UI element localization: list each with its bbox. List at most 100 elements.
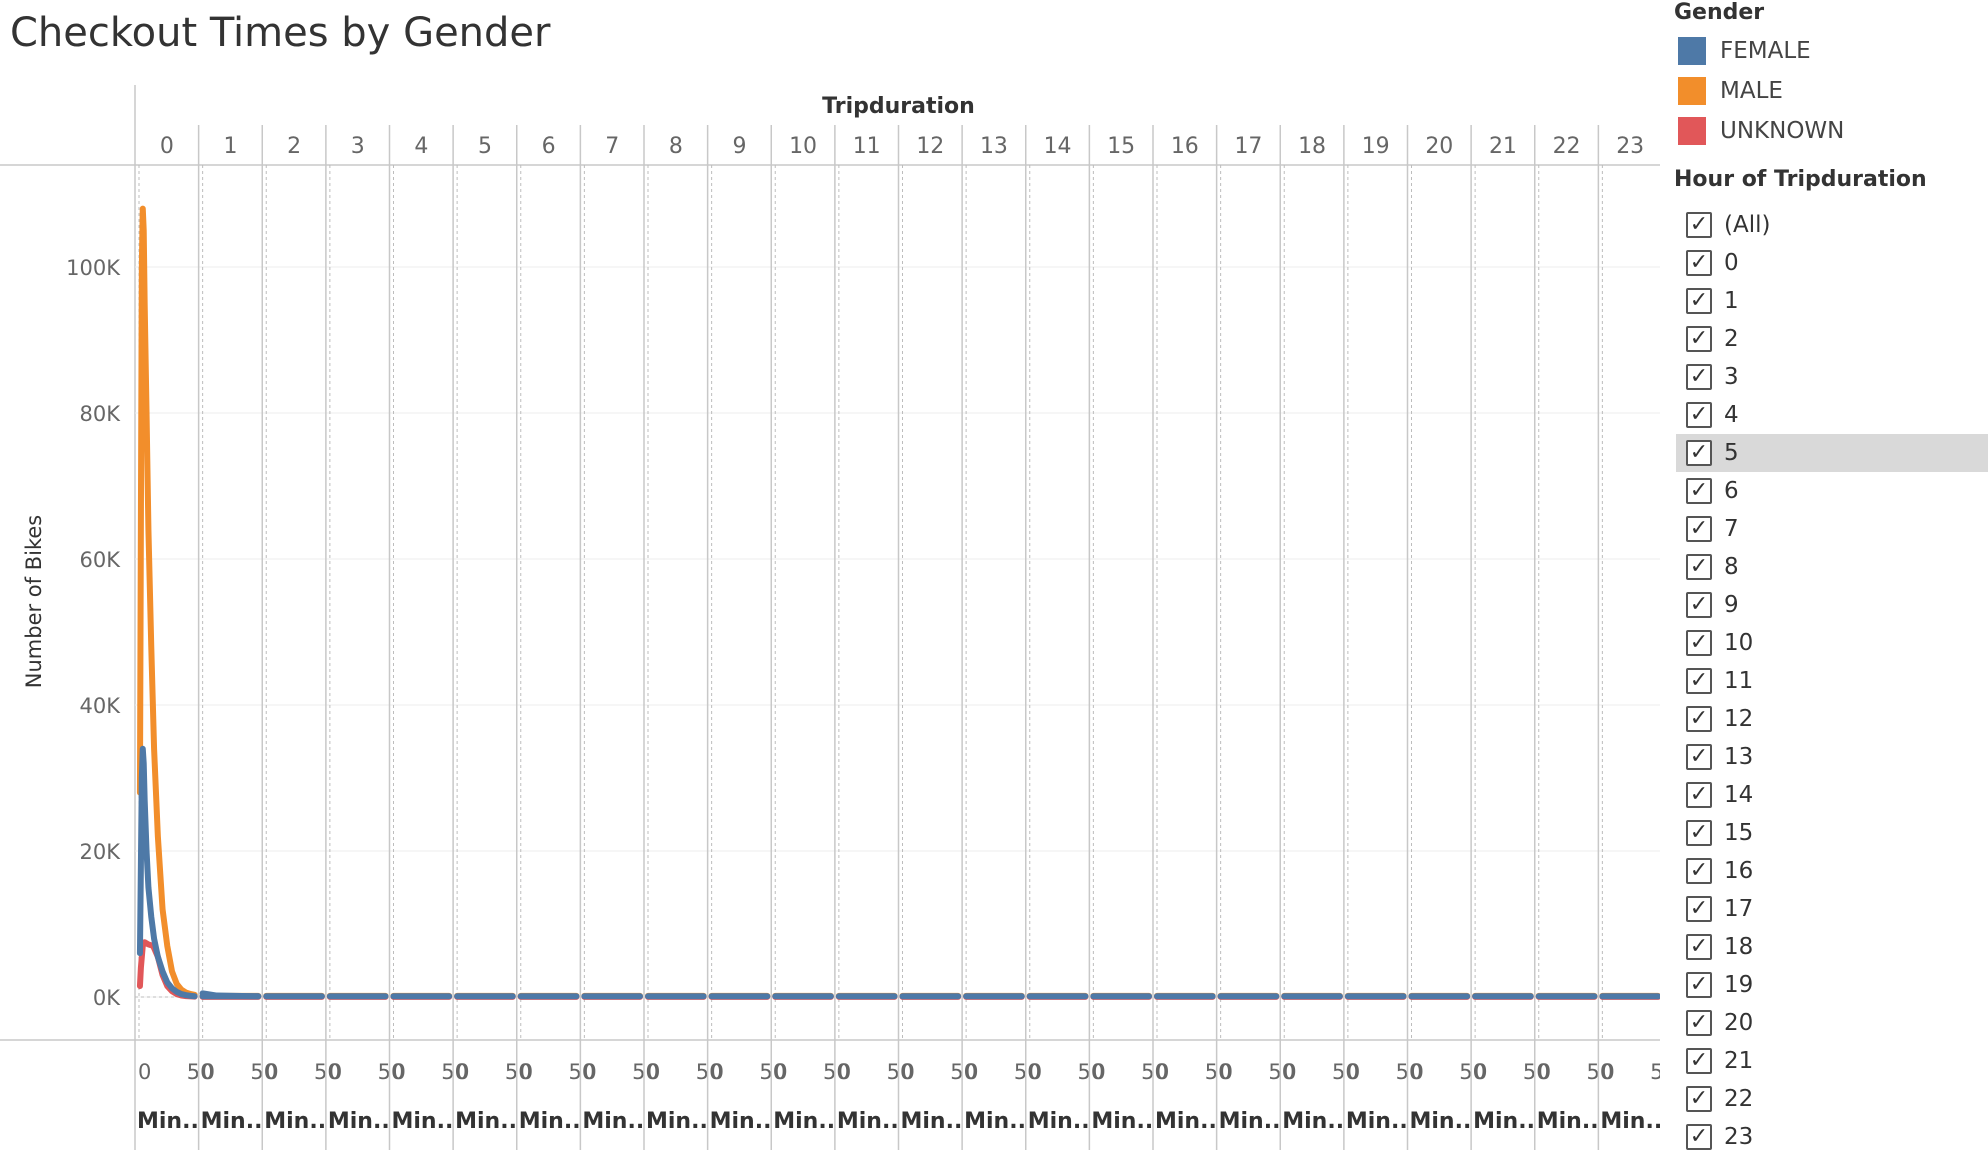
checkbox-checked-icon[interactable]: ✓ [1686, 820, 1712, 846]
filter-option-label: 14 [1724, 782, 1754, 808]
filter-option-2[interactable]: ✓ 2 [1676, 320, 1988, 358]
panel-header-label: 11 [853, 134, 881, 159]
legend-heading: Gender [1674, 0, 1765, 25]
checkbox-checked-icon[interactable]: ✓ [1686, 972, 1712, 998]
legend-item-male[interactable]: MALE [1678, 76, 1783, 106]
x-tick-label: 50 [1268, 1060, 1295, 1084]
filter-option-15[interactable]: ✓ 15 [1676, 814, 1988, 852]
filter-option-20[interactable]: ✓ 20 [1676, 1004, 1988, 1042]
panel-header-label: 5 [478, 134, 492, 159]
legend-swatch [1678, 77, 1706, 105]
filter-option-all[interactable]: ✓ (All) [1676, 206, 1988, 244]
checkbox-checked-icon[interactable]: ✓ [1686, 402, 1712, 428]
filter-option-0[interactable]: ✓ 0 [1676, 244, 1988, 282]
checkbox-checked-icon[interactable]: ✓ [1686, 668, 1712, 694]
panel-header-label: 15 [1107, 134, 1135, 159]
x-axis-label: Min.. [837, 1109, 899, 1134]
y-tick-label: 20K [80, 840, 122, 864]
filter-option-7[interactable]: ✓ 7 [1676, 510, 1988, 548]
filter-option-11[interactable]: ✓ 11 [1676, 662, 1988, 700]
x-axis-label: Min.. [1219, 1109, 1281, 1134]
x-tick-label: 0 [965, 1060, 978, 1084]
filter-option-19[interactable]: ✓ 19 [1676, 966, 1988, 1004]
x-axis-label: Min.. [137, 1109, 199, 1134]
checkbox-checked-icon[interactable]: ✓ [1686, 516, 1712, 542]
checkbox-checked-icon[interactable]: ✓ [1686, 782, 1712, 808]
filter-option-12[interactable]: ✓ 12 [1676, 700, 1988, 738]
filter-option-14[interactable]: ✓ 14 [1676, 776, 1988, 814]
filter-option-3[interactable]: ✓ 3 [1676, 358, 1988, 396]
checkbox-checked-icon[interactable]: ✓ [1686, 364, 1712, 390]
filter-option-22[interactable]: ✓ 22 [1676, 1080, 1988, 1118]
x-tick-label: 0 [202, 1060, 215, 1084]
filter-option-17[interactable]: ✓ 17 [1676, 890, 1988, 928]
filter-option-4[interactable]: ✓ 4 [1676, 396, 1988, 434]
checkbox-checked-icon[interactable]: ✓ [1686, 440, 1712, 466]
panel-header-label: 22 [1553, 134, 1581, 159]
panel-header-label: 9 [732, 134, 746, 159]
x-axis-label: Min.. [1537, 1109, 1599, 1134]
filter-option-23[interactable]: ✓ 23 [1676, 1118, 1988, 1156]
legend-item-female[interactable]: FEMALE [1678, 36, 1811, 66]
checkbox-checked-icon[interactable]: ✓ [1686, 326, 1712, 352]
checkbox-checked-icon[interactable]: ✓ [1686, 744, 1712, 770]
panel-header-label: 0 [160, 134, 174, 159]
filter-option-label: 13 [1724, 744, 1754, 770]
filter-option-5[interactable]: ✓ 5 [1676, 434, 1988, 472]
x-tick-label: 50 [632, 1060, 659, 1084]
checkbox-checked-icon[interactable]: ✓ [1686, 630, 1712, 656]
x-tick-label: 0 [838, 1060, 851, 1084]
filter-option-label: 15 [1724, 820, 1754, 846]
x-tick-label: 0 [902, 1060, 915, 1084]
checkbox-checked-icon[interactable]: ✓ [1686, 706, 1712, 732]
filter-option-6[interactable]: ✓ 6 [1676, 472, 1988, 510]
checkbox-checked-icon[interactable]: ✓ [1686, 1010, 1712, 1036]
x-tick-label: 50 [505, 1060, 532, 1084]
y-tick-label: 100K [66, 256, 121, 280]
filter-option-21[interactable]: ✓ 21 [1676, 1042, 1988, 1080]
x-axis-label: Min.. [328, 1109, 390, 1134]
filter-option-8[interactable]: ✓ 8 [1676, 548, 1988, 586]
x-axis-label: Min.. [264, 1109, 326, 1134]
x-tick-label: 50 [759, 1060, 786, 1084]
x-axis-label: Min.. [455, 1109, 517, 1134]
checkbox-checked-icon[interactable]: ✓ [1686, 554, 1712, 580]
filter-option-1[interactable]: ✓ 1 [1676, 282, 1988, 320]
checkbox-checked-icon[interactable]: ✓ [1686, 250, 1712, 276]
filter-option-label: 1 [1724, 288, 1739, 314]
x-axis-label: Min.. [964, 1109, 1026, 1134]
checkbox-checked-icon[interactable]: ✓ [1686, 934, 1712, 960]
filter-option-label: 5 [1724, 440, 1739, 466]
x-tick-label: 0 [1347, 1060, 1360, 1084]
filter-option-18[interactable]: ✓ 18 [1676, 928, 1988, 966]
filter-option-9[interactable]: ✓ 9 [1676, 586, 1988, 624]
filter-option-13[interactable]: ✓ 13 [1676, 738, 1988, 776]
checkbox-checked-icon[interactable]: ✓ [1686, 592, 1712, 618]
x-axis-label: Min.. [646, 1109, 708, 1134]
panel-header-label: 10 [789, 134, 817, 159]
checkbox-checked-icon[interactable]: ✓ [1686, 896, 1712, 922]
checkbox-checked-icon[interactable]: ✓ [1686, 212, 1712, 238]
filter-option-label: 20 [1724, 1010, 1754, 1036]
filter-option-label: 4 [1724, 402, 1739, 428]
legend-item-unknown[interactable]: UNKNOWN [1678, 116, 1844, 146]
checkbox-checked-icon[interactable]: ✓ [1686, 288, 1712, 314]
legend-label: UNKNOWN [1720, 118, 1845, 144]
filter-option-10[interactable]: ✓ 10 [1676, 624, 1988, 662]
panel-header-label: 18 [1298, 134, 1326, 159]
filter-option-16[interactable]: ✓ 16 [1676, 852, 1988, 890]
panel-header-label: 6 [542, 134, 556, 159]
checkbox-checked-icon[interactable]: ✓ [1686, 1124, 1712, 1150]
column-header-title: Tripduration [822, 94, 975, 119]
checkbox-checked-icon[interactable]: ✓ [1686, 1048, 1712, 1074]
x-tick-label: 0 [1092, 1060, 1105, 1084]
x-axis-label: Min.. [901, 1109, 963, 1134]
x-tick-label: 50 [378, 1060, 405, 1084]
checkbox-checked-icon[interactable]: ✓ [1686, 478, 1712, 504]
panel-header-label: 16 [1171, 134, 1199, 159]
checkbox-checked-icon[interactable]: ✓ [1686, 1086, 1712, 1112]
panel-header-label: 21 [1489, 134, 1517, 159]
x-tick-label: 50 [441, 1060, 468, 1084]
checkbox-checked-icon[interactable]: ✓ [1686, 858, 1712, 884]
x-axis-label: Min.. [1410, 1109, 1472, 1134]
